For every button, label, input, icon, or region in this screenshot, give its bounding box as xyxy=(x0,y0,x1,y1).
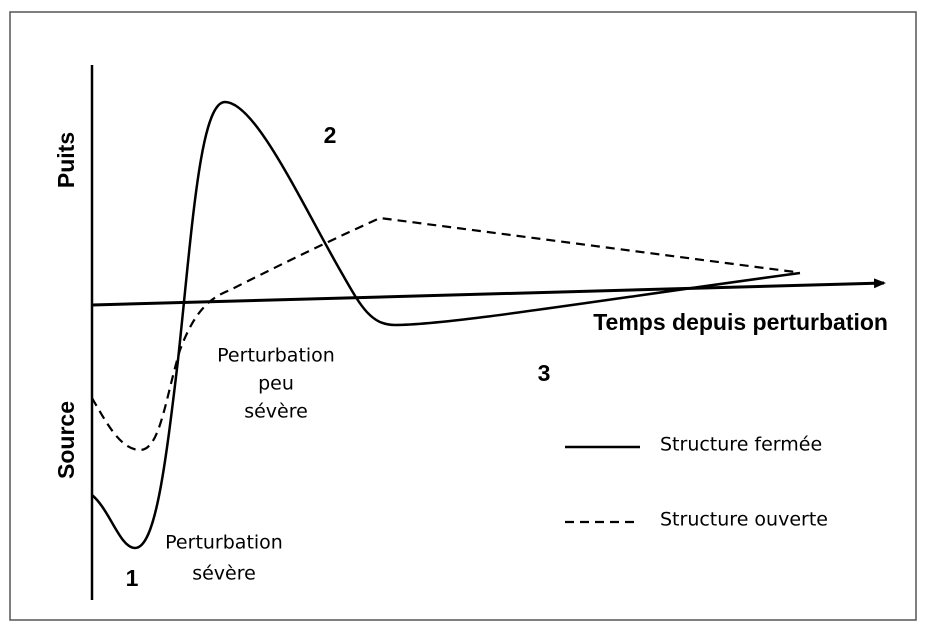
zone-label: 2 xyxy=(324,122,337,148)
zone-label: 1 xyxy=(126,565,139,591)
x-axis-label: Temps depuis perturbation xyxy=(593,309,888,335)
y-bottom-label: Source xyxy=(53,401,79,479)
x-axis xyxy=(91,278,886,307)
annotation: peu xyxy=(258,373,294,395)
legend-label: Structure fermée xyxy=(660,434,822,456)
annotation: sévère xyxy=(244,401,308,423)
annotation: Perturbation xyxy=(165,532,283,554)
annotation: sévère xyxy=(192,563,256,585)
legend-label: Structure ouverte xyxy=(660,509,828,531)
frame xyxy=(9,11,917,621)
annotation: Perturbation xyxy=(217,345,335,367)
y-top-label: Puits xyxy=(53,132,79,188)
zone-label: 3 xyxy=(538,360,551,386)
closed-structure-curve xyxy=(91,100,801,550)
open-structure-curve xyxy=(91,216,796,452)
